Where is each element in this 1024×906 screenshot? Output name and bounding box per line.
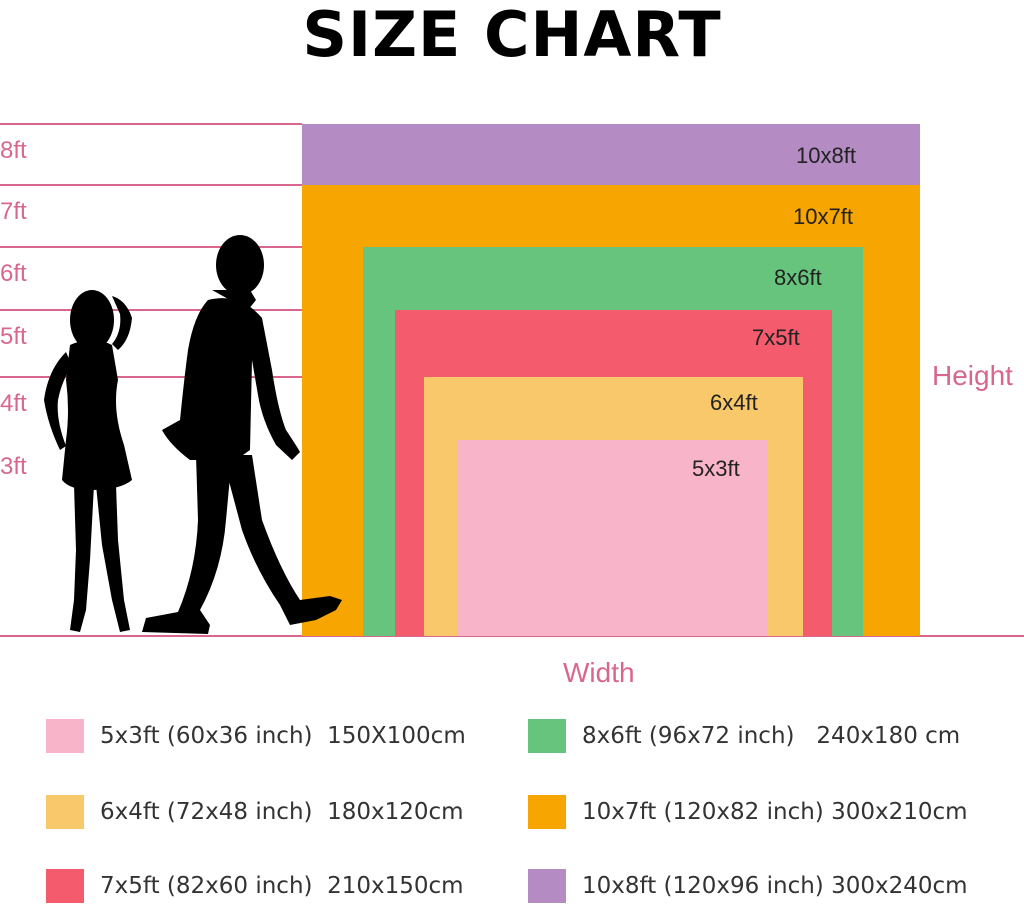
size-label-6x4ft: 6x4ft [710, 390, 758, 415]
legend-text: 10x7ft (120x82 inch) 300x210cm [582, 799, 968, 825]
width-axis-label: Width [563, 657, 635, 688]
legend-swatch [46, 795, 84, 829]
legend-swatch [528, 795, 566, 829]
legend-item: 6x4ft (72x48 inch) 180x120cm [46, 792, 464, 832]
page-title: SIZE CHART [302, 0, 722, 71]
legend-swatch [528, 869, 566, 903]
woman-silhouette-icon [44, 290, 132, 632]
tick-label-7ft: 7ft [0, 198, 27, 225]
size-label-10x8ft: 10x8ft [796, 143, 856, 168]
legend-swatch [46, 869, 84, 903]
size-diagram: 10x8ft 10x7ft 8x6ft 7x5ft 6x4ft 5x3ft 8ft 7ft 6… [0, 123, 1024, 688]
size-label-8x6ft: 8x6ft [774, 265, 822, 290]
legend-item: 8x6ft (96x72 inch) 240x180 cm [528, 716, 960, 756]
legend-text: 7x5ft (82x60 inch) 210x150cm [100, 873, 464, 899]
size-rectangles: 10x8ft 10x7ft 8x6ft 7x5ft 6x4ft 5x3ft [302, 124, 920, 636]
legend-item: 5x3ft (60x36 inch) 150X100cm [46, 716, 466, 756]
height-axis-label: Height [932, 360, 1013, 391]
legend-item: 10x8ft (120x96 inch) 300x240cm [528, 866, 968, 906]
size-label-10x7ft: 10x7ft [793, 204, 853, 229]
size-legend: 5x3ft (60x36 inch) 150X100cm 8x6ft (96x72… [0, 700, 1024, 904]
height-tick-labels: 8ft 7ft 6ft 5ft 4ft 3ft [0, 137, 27, 480]
size-label-5x3ft: 5x3ft [692, 456, 740, 481]
people-silhouettes [44, 235, 342, 634]
tick-label-6ft: 6ft [0, 260, 27, 287]
man-silhouette-icon [142, 235, 342, 634]
legend-swatch [46, 719, 84, 753]
legend-text: 6x4ft (72x48 inch) 180x120cm [100, 799, 464, 825]
tick-label-3ft: 3ft [0, 453, 27, 480]
legend-text: 10x8ft (120x96 inch) 300x240cm [582, 873, 968, 899]
tick-label-5ft: 5ft [0, 323, 27, 350]
legend-text: 5x3ft (60x36 inch) 150X100cm [100, 723, 466, 749]
tick-label-8ft: 8ft [0, 137, 27, 164]
legend-text: 8x6ft (96x72 inch) 240x180 cm [582, 723, 961, 749]
size-label-7x5ft: 7x5ft [752, 325, 800, 350]
tick-label-4ft: 4ft [0, 390, 27, 417]
legend-item: 10x7ft (120x82 inch) 300x210cm [528, 792, 968, 832]
legend-item: 7x5ft (82x60 inch) 210x150cm [46, 866, 464, 906]
legend-swatch [528, 719, 566, 753]
size-rect-5x3ft [457, 440, 767, 636]
